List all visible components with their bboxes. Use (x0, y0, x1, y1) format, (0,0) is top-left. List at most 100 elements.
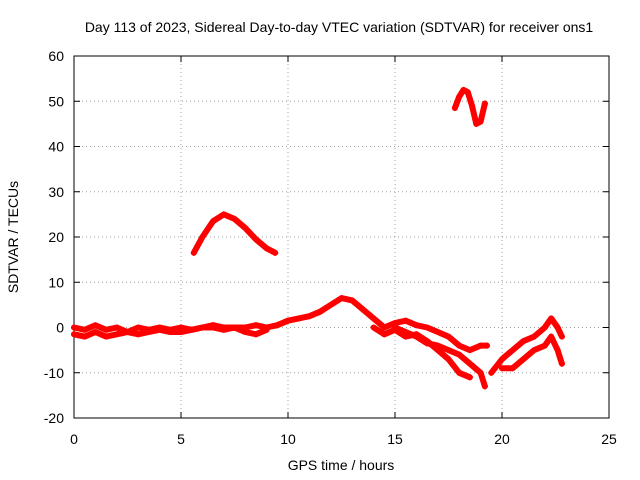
data-point (317, 308, 324, 315)
data-point (81, 333, 88, 340)
data-point (477, 118, 484, 125)
data-point (370, 324, 377, 331)
data-point (402, 317, 409, 324)
data-point (381, 331, 388, 338)
data-point (220, 211, 227, 218)
data-point (92, 329, 99, 336)
data-point (531, 333, 538, 340)
data-point (484, 342, 491, 349)
data-point (188, 326, 195, 333)
series-upper-arc (451, 86, 488, 127)
series-trace (71, 295, 490, 354)
data-point (488, 369, 495, 376)
y-tick-label: 30 (48, 184, 64, 200)
data-point (231, 324, 238, 331)
data-point (252, 322, 259, 329)
data-point (370, 315, 377, 322)
data-point (548, 333, 555, 340)
data-point (445, 347, 452, 354)
y-tick-label: 0 (56, 320, 64, 336)
data-point (242, 224, 249, 231)
data-point (210, 324, 217, 331)
data-point (349, 297, 356, 304)
data-point (242, 329, 249, 336)
data-point (456, 93, 463, 100)
y-tick-label: -10 (44, 365, 64, 381)
data-point (541, 342, 548, 349)
data-point (554, 324, 561, 331)
data-point (285, 317, 291, 324)
data-point (451, 105, 458, 112)
x-tick-label: 10 (280, 431, 296, 447)
data-point (295, 315, 302, 322)
data-point (199, 324, 206, 331)
y-axis-label: SDTVAR / TECUs (5, 181, 21, 293)
data-point (145, 329, 152, 336)
data-point (359, 306, 366, 313)
y-tick-label: -20 (44, 410, 64, 426)
axis-ticks: 0 5 10 15 20 25 -20 -10 0 10 20 30 40 50 60 (44, 48, 617, 447)
x-tick-label: 20 (494, 431, 510, 447)
data-point (178, 329, 184, 336)
data-point (434, 342, 441, 349)
data-point (481, 383, 488, 390)
data-point (392, 324, 398, 331)
series-late-rise (488, 315, 565, 376)
data-point (456, 351, 463, 358)
data-point (499, 356, 505, 363)
data-point (103, 326, 110, 333)
data-point (381, 324, 388, 331)
data-point (541, 324, 548, 331)
data-point (509, 365, 516, 372)
data-point (520, 356, 527, 363)
data-point (466, 360, 473, 367)
grid-lines (74, 56, 609, 418)
data-point (554, 347, 561, 354)
data-point (445, 356, 452, 363)
data-point (306, 313, 313, 320)
data-point (71, 331, 77, 338)
data-point (199, 234, 206, 240)
data-point (424, 324, 431, 331)
x-tick-label: 15 (387, 431, 403, 447)
data-point (499, 365, 505, 372)
data-point (81, 326, 88, 333)
chart-title: Day 113 of 2023, Sidereal Day-to-day VTE… (85, 19, 594, 35)
data-point (413, 322, 420, 329)
data-point (135, 324, 142, 331)
data-point (210, 218, 217, 225)
data-point (71, 324, 77, 331)
data-point (477, 369, 484, 376)
data-point (231, 215, 238, 222)
data-point (413, 333, 420, 340)
x-tick-label: 25 (601, 431, 617, 447)
data-point (466, 374, 473, 381)
data-points (71, 86, 565, 390)
data-point (481, 100, 488, 107)
data-point (135, 331, 142, 338)
y-tick-label: 20 (48, 229, 64, 245)
data-point (327, 301, 334, 308)
data-point (252, 331, 259, 338)
series-late-branch (499, 333, 565, 372)
x-tick-label: 0 (70, 431, 78, 447)
data-point (464, 89, 471, 96)
x-tick-label: 5 (177, 431, 185, 447)
data-point (466, 347, 473, 354)
data-point (456, 369, 463, 376)
data-point (558, 360, 565, 367)
series-lower-branch-1 (71, 324, 270, 340)
data-point (445, 333, 452, 340)
y-tick-label: 60 (48, 48, 64, 64)
data-point (469, 102, 476, 109)
data-point (548, 315, 555, 322)
y-tick-label: 50 (48, 93, 64, 109)
data-point (520, 338, 527, 345)
data-point (252, 236, 259, 243)
series-mid-arc (190, 211, 279, 256)
data-point (124, 329, 131, 336)
data-point (338, 295, 345, 302)
data-point (167, 329, 174, 336)
data-point (113, 331, 120, 338)
